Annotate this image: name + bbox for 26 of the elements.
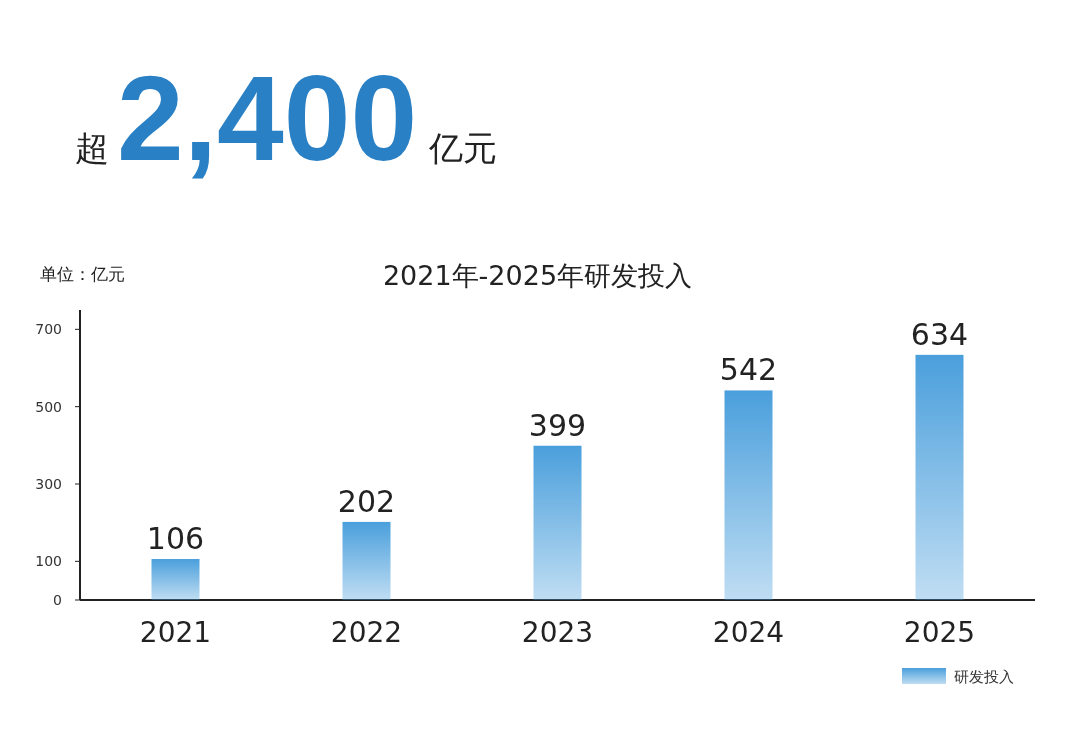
y-tick-label: 700 [35, 321, 62, 338]
bar [342, 521, 391, 600]
y-tick-label: 300 [35, 476, 62, 492]
data-label: 542 [719, 352, 778, 388]
data-label: 399 [528, 407, 587, 443]
x-tick-label: 2025 [903, 616, 976, 649]
bar [533, 445, 582, 600]
legend-label: 研发投入 [954, 668, 1014, 686]
x-tick-label: 2022 [330, 616, 403, 649]
chart-title: 2021年-2025年研发投入 [382, 260, 693, 291]
bar [151, 559, 200, 600]
text: 亿元 [428, 128, 498, 168]
y-tick-label: 0 [53, 592, 62, 608]
x-tick-label: 2024 [712, 616, 785, 649]
data-label: 106 [146, 521, 205, 557]
text: 超 [75, 128, 109, 168]
x-tick-label: 2021 [139, 616, 212, 649]
text: 2,400 [117, 51, 418, 185]
data-label: 202 [337, 483, 396, 519]
bar [915, 354, 964, 600]
data-label: 634 [910, 316, 969, 352]
y-tick-label: 100 [35, 553, 62, 570]
x-tick-label: 2023 [521, 616, 594, 649]
y-tick-label: 500 [35, 398, 62, 415]
bar [724, 390, 773, 600]
y-axis-title: 单位：亿元 [40, 264, 125, 284]
